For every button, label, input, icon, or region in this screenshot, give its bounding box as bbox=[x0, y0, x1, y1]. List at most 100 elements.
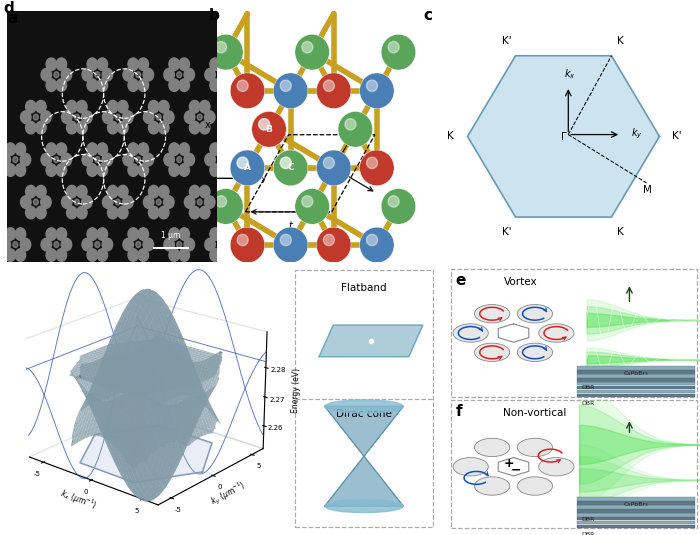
Circle shape bbox=[158, 121, 169, 134]
Circle shape bbox=[259, 119, 270, 130]
Circle shape bbox=[46, 164, 57, 177]
Circle shape bbox=[56, 164, 66, 177]
Circle shape bbox=[94, 157, 100, 163]
Polygon shape bbox=[498, 457, 528, 476]
Circle shape bbox=[220, 79, 230, 91]
Circle shape bbox=[108, 121, 118, 134]
Circle shape bbox=[123, 68, 134, 81]
Circle shape bbox=[102, 238, 113, 251]
Circle shape bbox=[199, 207, 210, 219]
Circle shape bbox=[517, 477, 552, 495]
Circle shape bbox=[179, 228, 190, 240]
Circle shape bbox=[102, 154, 113, 166]
Circle shape bbox=[273, 150, 308, 186]
Circle shape bbox=[164, 238, 174, 251]
Polygon shape bbox=[468, 56, 659, 217]
Circle shape bbox=[197, 199, 202, 205]
Bar bbox=[577, 525, 695, 529]
Text: t: t bbox=[359, 135, 363, 144]
Polygon shape bbox=[498, 324, 528, 342]
Bar bbox=[577, 378, 695, 381]
Circle shape bbox=[475, 343, 510, 362]
Text: $k_x$: $k_x$ bbox=[564, 67, 576, 81]
Circle shape bbox=[138, 164, 148, 177]
Circle shape bbox=[61, 238, 71, 251]
Circle shape bbox=[108, 101, 118, 113]
Circle shape bbox=[87, 58, 97, 71]
Circle shape bbox=[26, 185, 36, 198]
Circle shape bbox=[345, 119, 356, 130]
Text: K: K bbox=[617, 36, 624, 46]
Circle shape bbox=[252, 111, 286, 147]
Circle shape bbox=[46, 249, 57, 261]
Text: K': K' bbox=[502, 227, 512, 236]
Circle shape bbox=[184, 196, 195, 208]
Circle shape bbox=[102, 111, 113, 124]
Circle shape bbox=[184, 238, 195, 251]
Circle shape bbox=[41, 238, 52, 251]
Circle shape bbox=[179, 164, 190, 177]
Circle shape bbox=[280, 157, 291, 169]
Circle shape bbox=[216, 42, 227, 53]
Text: 1 μm: 1 μm bbox=[161, 231, 181, 240]
Circle shape bbox=[97, 249, 108, 261]
Circle shape bbox=[128, 228, 139, 240]
Bar bbox=[577, 513, 695, 517]
Circle shape bbox=[164, 154, 174, 166]
Circle shape bbox=[179, 249, 190, 261]
Circle shape bbox=[156, 114, 161, 120]
Circle shape bbox=[252, 111, 286, 147]
Circle shape bbox=[517, 343, 552, 362]
Circle shape bbox=[108, 185, 118, 198]
Circle shape bbox=[210, 143, 220, 156]
Ellipse shape bbox=[325, 400, 403, 413]
Circle shape bbox=[54, 72, 59, 78]
Circle shape bbox=[539, 457, 574, 476]
Circle shape bbox=[118, 185, 128, 198]
Text: t: t bbox=[288, 220, 292, 231]
Circle shape bbox=[138, 228, 148, 240]
Circle shape bbox=[118, 121, 128, 134]
Circle shape bbox=[15, 228, 26, 240]
Circle shape bbox=[225, 238, 235, 251]
Text: B: B bbox=[265, 125, 272, 134]
Circle shape bbox=[280, 157, 291, 169]
Circle shape bbox=[204, 196, 215, 208]
Circle shape bbox=[102, 196, 113, 208]
Circle shape bbox=[204, 111, 215, 124]
Circle shape bbox=[184, 68, 195, 81]
Circle shape bbox=[74, 114, 79, 120]
Circle shape bbox=[87, 164, 97, 177]
Circle shape bbox=[453, 457, 489, 476]
Circle shape bbox=[230, 150, 265, 186]
Y-axis label: $k_y$ ($\mu$m$^{-1}$): $k_y$ ($\mu$m$^{-1}$) bbox=[208, 478, 248, 509]
Text: CsPbBr₃: CsPbBr₃ bbox=[624, 371, 648, 376]
Circle shape bbox=[164, 111, 174, 124]
Circle shape bbox=[15, 143, 26, 156]
Circle shape bbox=[475, 477, 510, 495]
Circle shape bbox=[360, 73, 394, 109]
Circle shape bbox=[0, 154, 10, 166]
Circle shape bbox=[136, 241, 141, 248]
Circle shape bbox=[87, 79, 97, 91]
Circle shape bbox=[116, 199, 120, 205]
Bar bbox=[577, 506, 695, 509]
Circle shape bbox=[220, 143, 230, 156]
Text: M: M bbox=[643, 186, 652, 195]
Circle shape bbox=[128, 249, 139, 261]
Circle shape bbox=[41, 196, 51, 208]
Circle shape bbox=[138, 79, 148, 91]
Circle shape bbox=[87, 228, 97, 240]
Circle shape bbox=[97, 79, 108, 91]
X-axis label: $k_x$ ($\mu$m$^{-1}$): $k_x$ ($\mu$m$^{-1}$) bbox=[58, 486, 99, 513]
Circle shape bbox=[323, 157, 335, 169]
Circle shape bbox=[56, 79, 66, 91]
Text: d: d bbox=[4, 2, 14, 17]
Circle shape bbox=[164, 196, 174, 208]
Circle shape bbox=[143, 154, 153, 166]
Circle shape bbox=[62, 196, 72, 208]
Circle shape bbox=[20, 196, 31, 208]
Circle shape bbox=[128, 143, 139, 156]
Circle shape bbox=[0, 238, 10, 251]
Circle shape bbox=[123, 238, 134, 251]
